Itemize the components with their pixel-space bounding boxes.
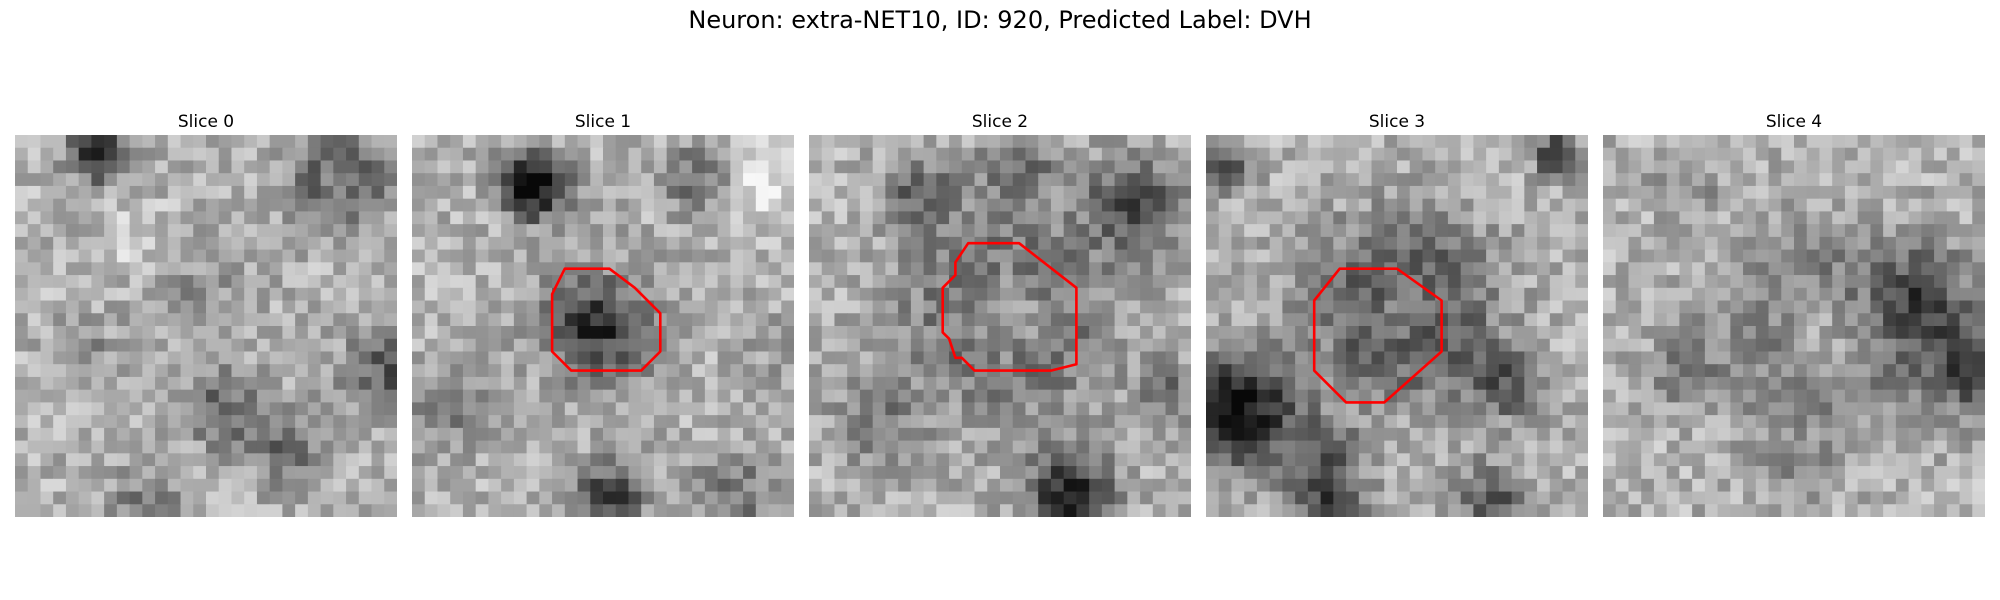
slice-image-0 bbox=[15, 135, 397, 517]
pixel-grid bbox=[809, 135, 1191, 517]
pixel-grid bbox=[1206, 135, 1588, 517]
slice-image-1 bbox=[412, 135, 794, 517]
neuron-outline bbox=[941, 241, 1078, 372]
slice-image-4 bbox=[1603, 135, 1985, 517]
slice-title: Slice 4 bbox=[1765, 112, 1823, 132]
neuron-outline bbox=[550, 267, 662, 372]
slice-title: Slice 2 bbox=[971, 112, 1029, 132]
slice-title: Slice 0 bbox=[177, 112, 235, 132]
figure-title: Neuron: extra-NET10, ID: 920, Predicted … bbox=[688, 6, 1312, 34]
neuron-outline bbox=[1312, 267, 1443, 404]
slice-title: Slice 1 bbox=[574, 112, 632, 132]
slice-title: Slice 3 bbox=[1368, 112, 1426, 132]
pixel-grid bbox=[1603, 135, 1985, 517]
pixel-grid bbox=[15, 135, 397, 517]
slice-image-2 bbox=[809, 135, 1191, 517]
pixel-grid bbox=[412, 135, 794, 517]
slice-image-3 bbox=[1206, 135, 1588, 517]
